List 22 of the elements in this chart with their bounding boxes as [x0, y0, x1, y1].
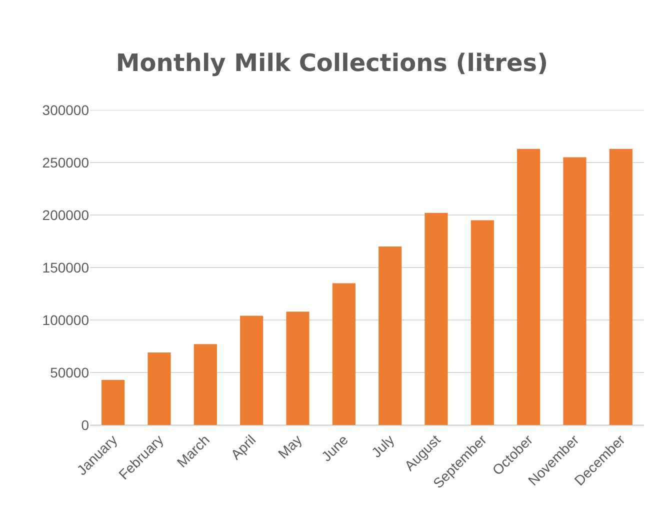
x-tick-label: May [274, 432, 305, 462]
chart-title: Monthly Milk Collections (litres) [116, 48, 548, 77]
y-tick-label: 50000 [50, 364, 90, 380]
bar [563, 157, 586, 425]
bar [332, 283, 356, 425]
bar [609, 148, 632, 425]
bar [424, 212, 448, 425]
bar [470, 220, 494, 425]
y-tick-label: 300000 [42, 102, 90, 118]
bar [240, 316, 264, 425]
bar [378, 246, 402, 425]
bar [194, 344, 217, 425]
y-tick-label: 250000 [42, 154, 90, 170]
y-tick-label: 100000 [42, 312, 90, 328]
y-tick-label: 150000 [42, 259, 90, 276]
bar [148, 352, 171, 425]
bar [286, 312, 310, 425]
y-tick-label: 0 [81, 416, 90, 433]
bar [517, 148, 540, 425]
bar [102, 380, 125, 425]
x-tick-label: July [368, 432, 398, 460]
y-tick-label: 200000 [42, 206, 90, 223]
